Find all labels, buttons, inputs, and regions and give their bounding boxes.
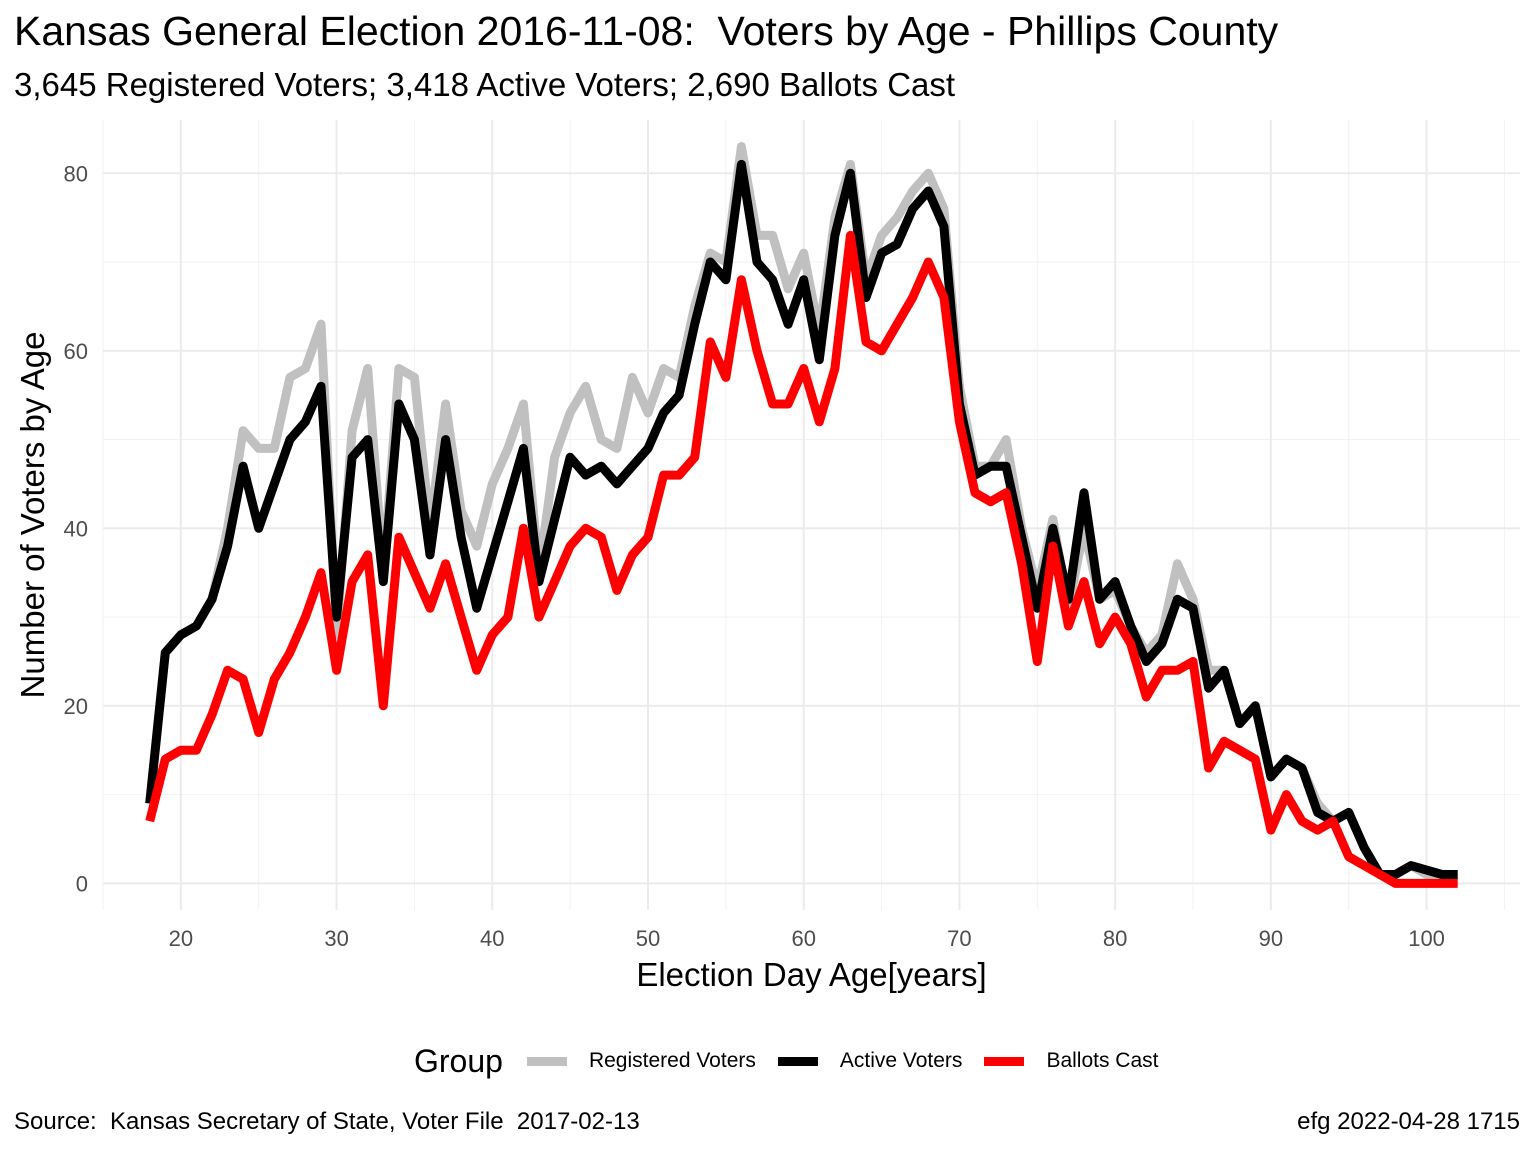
x-tick-label: 70 <box>947 926 971 951</box>
x-axis-ticks: 20 30 40 50 60 70 80 90 100 <box>169 926 1445 951</box>
legend-label-ballots: Ballots Cast <box>1046 1049 1159 1072</box>
x-tick-label: 80 <box>1103 926 1127 951</box>
y-axis-ticks: 0 20 40 60 80 <box>64 161 88 896</box>
x-tick-label: 60 <box>791 926 815 951</box>
chart-title: Kansas General Election 2016-11-08: Vote… <box>14 8 1279 54</box>
legend-title: Group <box>414 1042 503 1079</box>
legend-item-active: Active Voters <box>777 1049 963 1073</box>
legend-item-registered: Registered Voters <box>526 1049 756 1073</box>
grid-lines <box>102 120 1520 910</box>
x-tick-label: 100 <box>1408 926 1445 951</box>
y-tick-label: 0 <box>76 871 88 896</box>
x-tick-label: 50 <box>636 926 660 951</box>
legend-key-ballots <box>984 1056 1025 1066</box>
y-tick-label: 80 <box>64 161 88 186</box>
y-axis-title: Number of Voters by Age <box>14 332 51 699</box>
legend-key-registered <box>526 1056 567 1066</box>
series-line-ballots-cast <box>145 230 1458 888</box>
line-chart: 20 30 40 50 60 70 80 90 100 0 20 40 60 80 Election D… <box>14 120 1520 993</box>
legend-label-registered: Registered Voters <box>588 1049 756 1072</box>
legend-item-ballots: Ballots Cast <box>984 1049 1158 1073</box>
x-tick-label: 20 <box>169 926 193 951</box>
legend-label-active: Active Voters <box>839 1049 963 1072</box>
x-tick-label: 90 <box>1259 926 1283 951</box>
author-caption: efg 2022-04-28 1715 <box>1297 1108 1520 1135</box>
series-line-active-voters <box>145 159 1458 879</box>
y-tick-label: 40 <box>64 516 88 541</box>
chart-subtitle: 3,645 Registered Voters; 3,418 Active Vo… <box>14 66 956 103</box>
x-tick-label: 30 <box>324 926 348 951</box>
x-tick-label: 40 <box>480 926 504 951</box>
series-lines <box>145 142 1458 888</box>
legend: Group Registered Voters Active Voters Ba… <box>414 1036 1180 1086</box>
source-caption: Source: Kansas Secretary of State, Voter… <box>14 1108 640 1135</box>
legend-key-active <box>777 1056 818 1066</box>
x-axis-title: Election Day Age[years] <box>636 956 986 993</box>
y-tick-label: 60 <box>64 339 88 364</box>
y-tick-label: 20 <box>64 694 88 719</box>
